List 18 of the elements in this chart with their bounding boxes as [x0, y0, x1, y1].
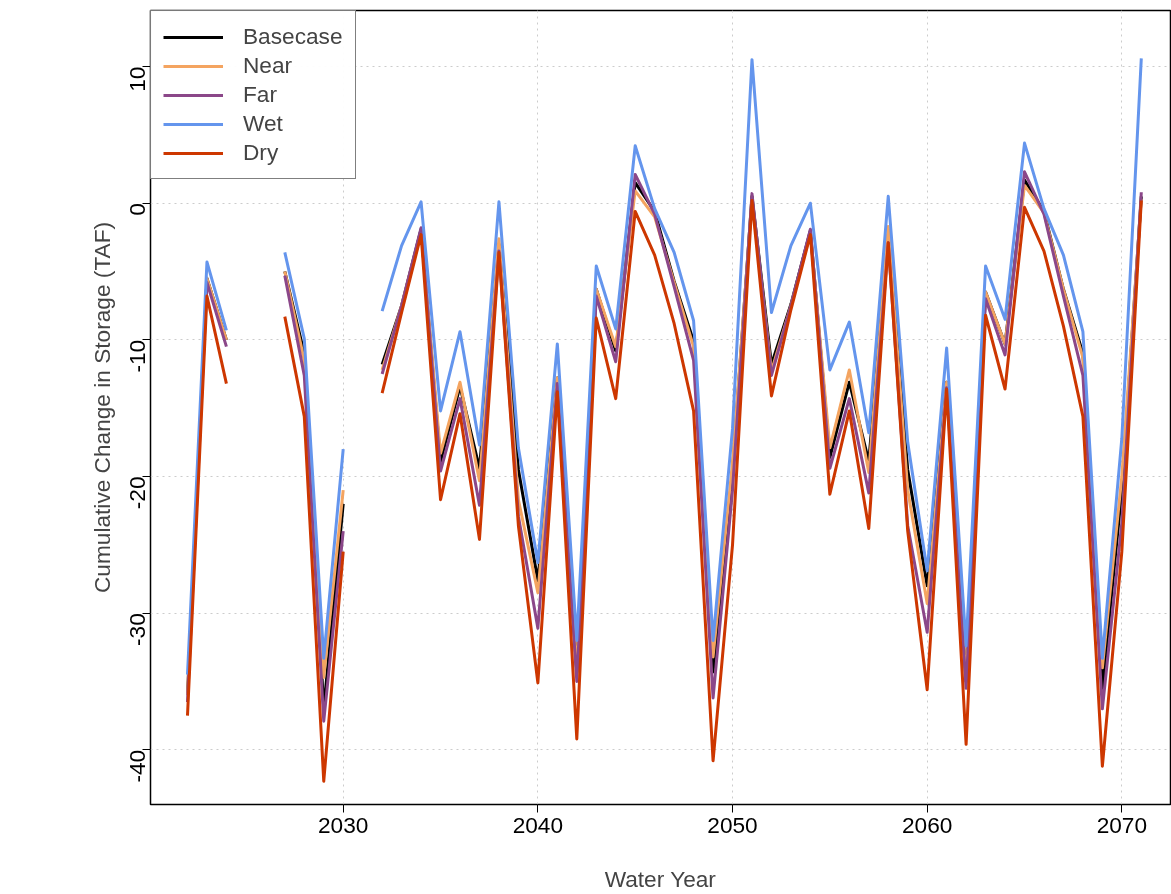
legend-label: Dry [243, 139, 279, 166]
y-tick-label: 0 [124, 203, 150, 216]
y-tick-label: -20 [124, 476, 150, 510]
x-tick-label: 2050 [707, 811, 758, 838]
y-tick-label: -10 [124, 339, 150, 373]
legend-label: Wet [243, 110, 283, 137]
x-tick-label: 2030 [318, 811, 369, 838]
x-tick-label: 2040 [512, 811, 564, 838]
x-axis-title: Water Year [604, 865, 717, 892]
legend-label: Far [243, 81, 277, 108]
y-tick-label: -40 [124, 749, 150, 783]
x-tick-label: 2060 [901, 811, 953, 838]
y-tick-label: 10 [124, 66, 150, 92]
y-axis-title: Cumulative Change in Storage (TAF) [88, 221, 115, 594]
legend-label: Near [243, 52, 293, 79]
y-tick-label: -30 [124, 613, 150, 646]
legend-label: Basecase [243, 23, 343, 50]
x-tick-label: 2070 [1096, 811, 1148, 838]
